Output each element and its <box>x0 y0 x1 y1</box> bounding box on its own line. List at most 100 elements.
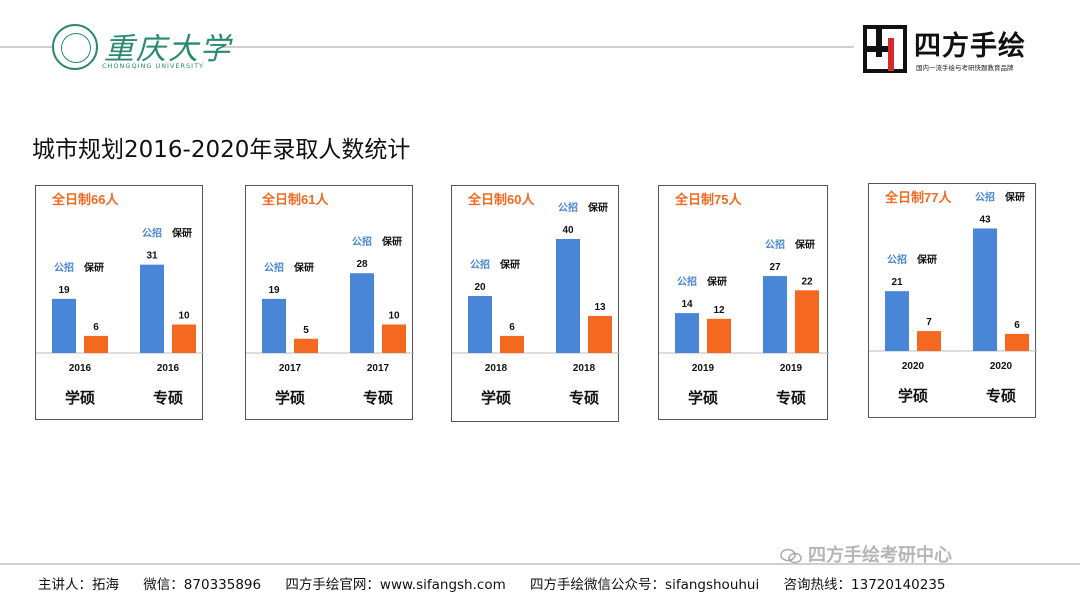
bar-value-label: 27 <box>769 262 781 273</box>
bar <box>468 296 492 353</box>
series-label-baoyan: 保研 <box>1004 190 1025 203</box>
bar-value-label: 40 <box>562 225 574 236</box>
degree-label: 学硕 <box>65 389 95 407</box>
header-divider-right <box>222 46 854 48</box>
bar <box>84 335 108 353</box>
bar-value-label: 28 <box>356 259 368 270</box>
year-label: 2017 <box>279 363 302 374</box>
bar <box>52 298 76 353</box>
series-label-baoyan: 保研 <box>587 201 608 214</box>
series-label-gongzhao: 公招 <box>677 275 697 288</box>
degree-label: 专硕 <box>363 389 393 407</box>
bar-value-label: 19 <box>268 285 280 296</box>
degree-label: 专硕 <box>986 387 1016 405</box>
year-label: 2018 <box>485 363 508 374</box>
bar <box>917 331 941 351</box>
bar <box>294 338 318 353</box>
series-label-gongzhao: 公招 <box>264 261 284 274</box>
bar <box>350 273 374 353</box>
year-label: 2019 <box>780 363 803 374</box>
brand-name: 四方手绘 <box>914 31 1026 62</box>
university-name: 重庆大学 <box>104 32 232 67</box>
bar <box>795 290 819 353</box>
footer-wechat: 微信：870335896 <box>143 577 262 593</box>
chart-panel-2016: 全日制66人 公招 保研 19 6 2016 学硕 公招 保研 31 10 2016 专硕 <box>35 185 204 420</box>
bar-value-label: 13 <box>594 302 606 313</box>
series-label-baoyan: 保研 <box>83 261 104 274</box>
footer-website: 四方手绘官网：www.sifangsh.com <box>285 577 506 593</box>
chart-panel-2020: 全日制77人 公招 保研 21 7 2020 学硕 公招 保研 43 6 2020 专硕 <box>868 183 1037 418</box>
series-label-gongzhao: 公招 <box>765 238 785 251</box>
year-label: 2020 <box>990 361 1013 372</box>
university-subtitle: CHONGQING UNIVERSITY <box>102 62 205 70</box>
bar <box>262 298 286 353</box>
header-divider-left <box>0 46 52 48</box>
bar-value-label: 5 <box>303 325 309 336</box>
bar-value-label: 14 <box>681 299 693 310</box>
university-logo: 重庆大学 CHONGQING UNIVERSITY <box>52 22 230 78</box>
degree-label: 专硕 <box>776 389 806 407</box>
year-label: 2019 <box>692 363 715 374</box>
bar-value-label: 21 <box>891 277 903 288</box>
bar-value-label: 20 <box>474 282 486 293</box>
year-label: 2017 <box>367 363 390 374</box>
series-label-baoyan: 保研 <box>293 261 314 274</box>
series-label-baoyan: 保研 <box>499 258 520 271</box>
degree-label: 学硕 <box>275 389 305 407</box>
bar <box>763 276 787 353</box>
series-label-gongzhao: 公招 <box>887 253 907 266</box>
bar <box>675 313 699 353</box>
bar-value-label: 12 <box>713 305 725 316</box>
year-label: 2018 <box>573 363 596 374</box>
bar-value-label: 6 <box>93 322 99 333</box>
brand-subtitle: 国内一流手绘与考研快题教育品牌 <box>916 64 1014 72</box>
bar <box>707 318 731 353</box>
bar-value-label: 7 <box>926 317 932 328</box>
chart-panel-2017: 全日制61人 公招 保研 19 5 2017 学硕 公招 保研 28 10 2017 专硕 <box>245 185 414 420</box>
chart-panel-2018: 全日制60人 公招 保研 20 6 2018 学硕 公招 保研 40 13 2018 专硕 <box>451 185 620 422</box>
bar <box>140 264 164 353</box>
bar <box>382 324 406 353</box>
year-label: 2016 <box>69 363 92 374</box>
series-label-gongzhao: 公招 <box>54 261 74 274</box>
series-label-gongzhao: 公招 <box>975 190 995 203</box>
bar <box>556 239 580 353</box>
bar-value-label: 6 <box>1014 320 1020 331</box>
chart-title: 全日制66人 <box>51 192 119 207</box>
footer-divider <box>0 563 1080 565</box>
bar <box>500 335 524 353</box>
bar-value-label: 22 <box>801 276 813 287</box>
bar-value-label: 10 <box>388 311 400 322</box>
chart-title: 全日制61人 <box>261 192 329 207</box>
series-label-baoyan: 保研 <box>381 235 402 248</box>
degree-label: 学硕 <box>481 389 511 407</box>
bar-value-label: 6 <box>509 322 515 333</box>
bar-value-label: 10 <box>178 311 190 322</box>
series-label-gongzhao: 公招 <box>558 201 578 214</box>
chart-title: 全日制77人 <box>884 190 952 205</box>
footer: 主讲人：拓海 微信：870335896 四方手绘官网：www.sifangsh.… <box>38 573 966 593</box>
wechat-icon <box>780 548 802 564</box>
bar-value-label: 43 <box>979 214 991 225</box>
bar-value-label: 19 <box>58 285 70 296</box>
series-label-baoyan: 保研 <box>171 227 192 240</box>
series-label-gongzhao: 公招 <box>352 235 372 248</box>
bar-value-label: 31 <box>146 251 158 262</box>
footer-speaker: 主讲人：拓海 <box>38 577 119 593</box>
series-label-gongzhao: 公招 <box>142 227 162 240</box>
degree-label: 学硕 <box>688 389 718 407</box>
watermark-text: 四方手绘考研中心 <box>808 545 952 566</box>
degree-label: 学硕 <box>898 387 928 405</box>
university-seal-icon <box>52 24 98 70</box>
series-label-baoyan: 保研 <box>916 253 937 266</box>
chart-title: 全日制60人 <box>467 192 535 207</box>
bar <box>588 315 612 353</box>
brand-logo: 四方手绘 国内一流手绘与考研快题教育品牌 <box>862 22 1052 76</box>
bar <box>973 228 997 351</box>
watermark: 四方手绘考研中心 <box>780 541 952 567</box>
brand-mark-icon <box>863 25 907 73</box>
